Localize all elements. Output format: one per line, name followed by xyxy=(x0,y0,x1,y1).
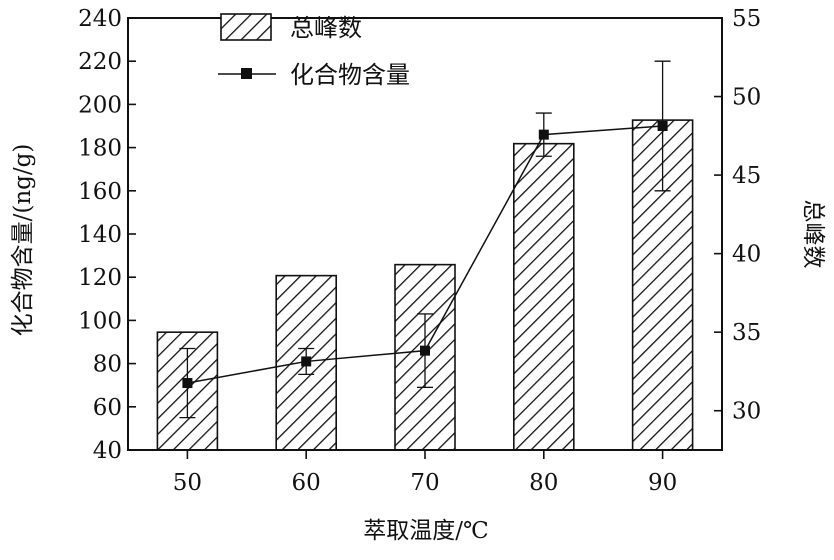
right-tick-label: 55 xyxy=(732,6,761,32)
left-tick-label: 200 xyxy=(78,92,122,118)
legend-bar-label: 总峰数 xyxy=(290,14,362,42)
left-axis: 40 60 80 100 120 140 160 180 200 220 240 xyxy=(78,6,136,464)
left-tick-label: 60 xyxy=(93,395,122,421)
bar-80 xyxy=(513,142,575,451)
left-tick-label: 240 xyxy=(78,6,122,32)
y-axis-right-title: 总峰数 xyxy=(800,200,826,269)
x-tick-label: 50 xyxy=(173,470,202,496)
right-axis: 30 35 40 45 50 55 xyxy=(714,6,761,425)
point-60 xyxy=(301,356,312,367)
x-tick-label: 80 xyxy=(529,470,558,496)
left-tick-label: 100 xyxy=(78,308,122,334)
legend-line-marker xyxy=(241,68,252,79)
y-axis-left-title: 化合物含量/(ng/g) xyxy=(10,144,36,337)
legend-bar-swatch xyxy=(220,13,272,41)
left-tick-label: 40 xyxy=(93,438,122,464)
left-tick-label: 80 xyxy=(93,352,122,378)
right-tick-label: 35 xyxy=(732,320,761,346)
left-tick-label: 160 xyxy=(78,179,122,205)
right-tick-label: 50 xyxy=(732,85,761,111)
x-tick-label: 70 xyxy=(410,470,439,496)
left-tick-label: 180 xyxy=(78,136,122,162)
point-90 xyxy=(657,121,668,131)
legend-line-label: 化合物含量 xyxy=(290,61,410,89)
point-80 xyxy=(538,129,549,140)
x-axis: 50 60 70 80 90 xyxy=(173,450,677,496)
legend: 总峰数 化合物含量 xyxy=(218,13,410,89)
x-tick-label: 90 xyxy=(648,470,677,496)
point-50 xyxy=(182,378,193,389)
x-tick-label: 60 xyxy=(292,470,321,496)
left-tick-label: 140 xyxy=(78,222,122,248)
x-axis-title: 萃取温度/℃ xyxy=(363,518,488,544)
right-tick-label: 30 xyxy=(732,399,761,425)
right-tick-label: 45 xyxy=(732,163,761,189)
left-tick-label: 120 xyxy=(78,265,122,291)
line-layer xyxy=(179,60,671,419)
bars-layer xyxy=(156,119,694,451)
point-70 xyxy=(420,345,430,356)
left-tick-label: 220 xyxy=(78,49,122,75)
right-tick-label: 40 xyxy=(732,242,761,268)
